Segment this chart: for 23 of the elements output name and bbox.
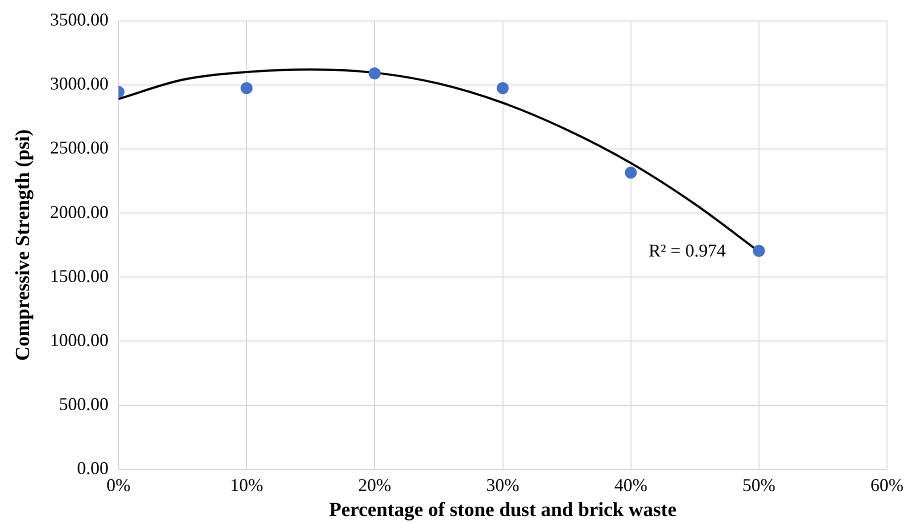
point: [496, 82, 509, 94]
y-axis-title: Compressive Strength (psi): [12, 129, 34, 361]
x-tick-label: 0%: [106, 474, 130, 495]
x-tick-label: 30%: [486, 474, 520, 495]
x-tick-label: 20%: [358, 474, 392, 495]
y-tick-label: 2500.00: [50, 138, 108, 158]
point: [240, 82, 253, 94]
x-tick-label: 60%: [870, 474, 904, 495]
y-tick-label: 2000.00: [50, 202, 108, 222]
y-tick-label: 500.00: [59, 394, 108, 414]
x-tick-label: 40%: [614, 474, 648, 495]
y-tick-label: 3000.00: [50, 74, 108, 94]
point: [752, 244, 765, 257]
x-tick-label: 10%: [230, 474, 264, 495]
y-tick-label: 0.00: [77, 458, 108, 478]
annotation: R² = 0.974: [648, 240, 726, 261]
x-tick-label: 50%: [742, 474, 776, 495]
point: [368, 67, 381, 80]
x-axis-title: Percentage of stone dust and brick waste: [329, 499, 677, 522]
y-tick-label: 1000.00: [50, 330, 108, 350]
y-tick-label: 1500.00: [50, 266, 108, 286]
point: [624, 166, 637, 179]
y-tick-label: 3500.00: [50, 10, 108, 30]
